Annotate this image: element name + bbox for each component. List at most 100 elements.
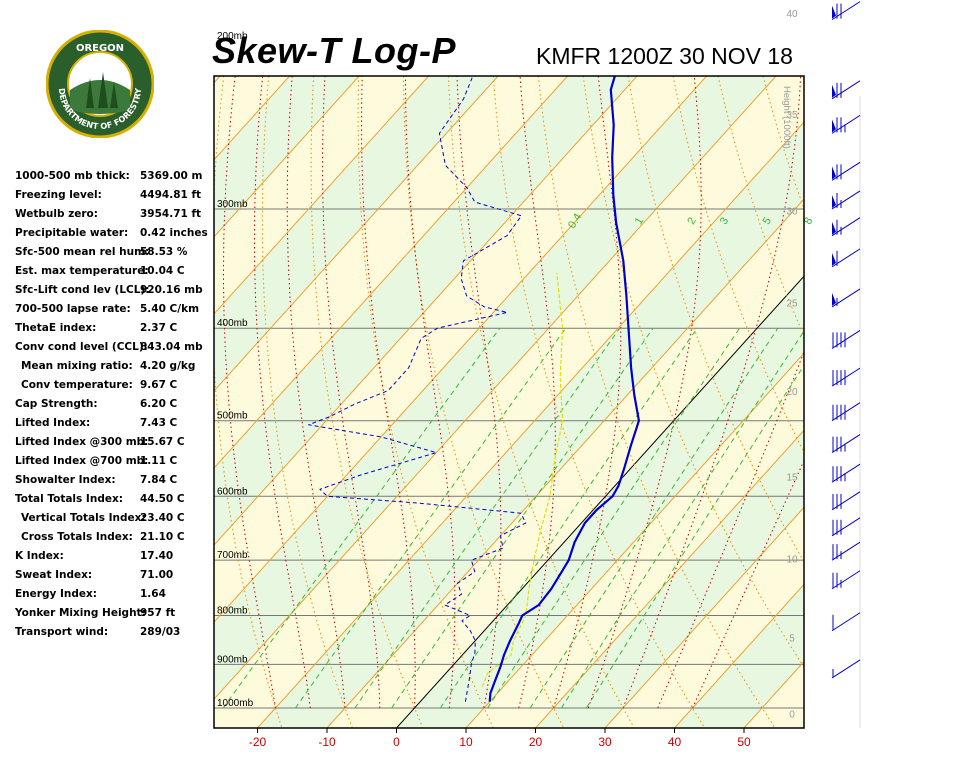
x-tick-label: -10 [318,735,336,749]
wind-barb [831,114,861,134]
index-row: Conv temperature: 9.67 C [15,377,215,396]
wind-barb-shaft [831,114,861,134]
index-value: 4494.81 ft [140,189,202,201]
index-label: Sfc-Lift cond lev (LCL): [15,284,150,296]
height-tick-label: 20 [786,387,798,398]
temperature-trace [488,76,641,702]
index-row: Energy Index: 1.64 [15,586,215,605]
wind-barb [831,541,861,561]
zero-isotherm-line [396,275,804,728]
wind-barb-pennant [832,252,836,266]
index-value: 5369.00 m [140,170,203,182]
index-value: 289/03 [140,626,181,638]
wind-barb-shaft [831,367,861,387]
pressure-label: 300mb [217,199,248,210]
isotherm-line [465,352,804,728]
moist-adiabat [254,76,311,709]
index-label: ThetaE index: [15,322,97,334]
wind-barb-pennant [832,119,836,133]
dry-adiabat [357,76,494,728]
isotherm-line [326,198,804,728]
wind-barb-shaft [831,659,861,679]
wind-barb-shaft [831,161,861,181]
index-row: Cross Totals Index: 21.10 C [15,529,215,548]
moist-adiabat [360,76,416,709]
height-tick-label: 0 [789,709,795,720]
dry-adiabat [261,76,353,728]
index-label: Lifted Index @700 mb: [15,455,149,467]
index-row: Lifted Index: 7.43 C [15,415,215,434]
index-label: Lifted Index @300 mb: [15,436,149,448]
wind-barb [831,434,861,454]
index-value: 7.43 C [140,417,178,429]
wind-barb [831,570,861,590]
height-axis-label: Height (1000ft) [781,86,792,149]
index-value: 15.67 C [140,436,185,448]
index-value: 3954.71 ft [140,208,202,220]
wind-barb [831,1,861,21]
plot-area [0,76,960,728]
stability-indices-list: 1000-500 mb thick: 5369.00 m Freezing leve… [15,168,215,643]
wind-barb [831,248,861,268]
index-label: Total Totals Index: [15,493,123,505]
x-tick-label: 10 [459,735,473,749]
parcel-trace [481,272,564,687]
index-row: Est. max temperature: 10.04 C [15,263,215,282]
index-label: Showalter Index: [15,474,116,486]
pressure-label: 500mb [217,411,248,422]
wind-barb-pennant [832,292,836,306]
index-label: Sweat Index: [15,569,93,581]
index-label: Est. max temperature: [15,265,149,277]
isotherm-line [214,76,707,623]
index-value: 23.40 C [140,512,185,524]
dry-adiabat [448,76,635,728]
wind-barb [831,217,861,237]
index-value: 4.20 g/kg [140,360,196,372]
wind-barb-shaft [831,217,861,237]
x-tick-label: 0 [393,735,400,749]
index-value: 0.42 inches [140,227,208,239]
mixing-ratio-label: 3 [718,215,731,226]
index-row: Precipitable water: 0.42 inches [15,225,215,244]
mixing-ratio-line [561,330,804,709]
height-tick-label: 10 [786,554,798,565]
chart-title: Skew-T Log-P [212,30,457,71]
wind-barb [831,190,861,210]
index-row: Freezing level: 4494.81 ft [15,187,215,206]
index-value: 9.67 C [140,379,178,391]
wind-barb-pennant [832,166,836,180]
wind-barb [831,491,861,511]
index-value: 44.50 C [140,493,185,505]
isotherm-band [814,76,960,728]
index-row: Sfc-500 mean rel hum: 58.53 % [15,244,215,263]
index-value: 1.64 [140,588,166,600]
oregon-forestry-logo: OREGON DEPARTMENT OF FORESTRY [46,30,154,138]
index-label: Cap Strength: [15,398,98,410]
index-label: Freezing level: [15,189,102,201]
pressure-label: 600mb [217,486,248,497]
index-row: 700-500 lapse rate: 5.40 C/km [15,301,215,320]
index-label: Transport wind: [15,626,109,638]
isotherm-line [0,76,12,728]
x-tick-label: 30 [598,735,612,749]
isotherm-line [214,76,499,392]
index-label: Conv temperature: [21,379,133,391]
index-value: 920.16 mb [140,284,203,296]
index-label: K Index: [15,550,64,562]
dry-adiabat [853,76,960,728]
moist-adiabat [622,76,802,709]
wind-barb [831,80,861,100]
wind-barb-shaft [831,517,861,537]
index-row: Sfc-Lift cond lev (LCL): 920.16 mb [15,282,215,301]
mixing-ratio-label: 1 [633,215,646,226]
index-row: 1000-500 mb thick: 5369.00 m [15,168,215,187]
index-row: Cap Strength: 6.20 C [15,396,215,415]
wind-barb-pennant [832,84,836,98]
mixing-ratio-line [295,327,567,709]
index-value: 2.37 C [140,322,178,334]
mixing-ratio-label: 5 [761,215,774,226]
isotherm-line [214,76,638,546]
moist-adiabat [223,76,276,709]
index-value: 5.40 C/km [140,303,200,315]
pressure-label: 700mb [217,550,248,561]
